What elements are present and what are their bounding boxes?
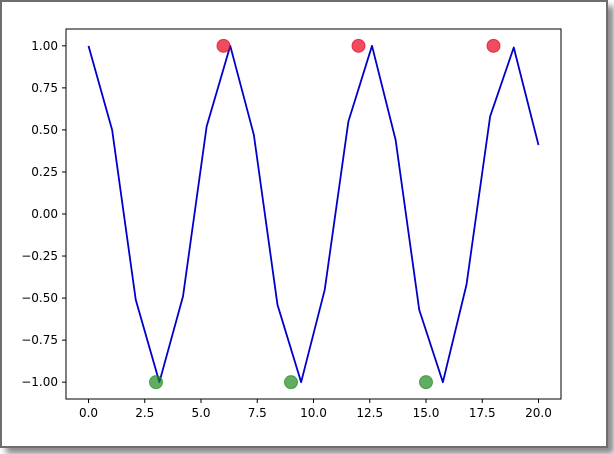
y-axis: −1.00 −0.75 −0.50 −0.25 0.00 0.25 0.50 0.75 1.00 xyxy=(21,39,66,389)
y-tick-label: −0.25 xyxy=(21,249,58,263)
series-layer xyxy=(87,38,540,390)
y-tick-label: −1.00 xyxy=(21,375,58,389)
plot-frame xyxy=(65,28,562,400)
x-tick-label: 15.0 xyxy=(413,406,440,420)
x-tick-label: 2.5 xyxy=(135,406,154,420)
x-axis: 0.0 2.5 5.0 7.5 10.0 12.5 15.0 17.5 20.0 xyxy=(79,399,552,420)
peak-marker xyxy=(351,38,366,53)
peak-marker xyxy=(216,38,231,53)
y-tick-label: 0.25 xyxy=(31,165,58,179)
series-line xyxy=(87,44,540,384)
peak-marker xyxy=(486,38,501,53)
x-tick-label: 10.0 xyxy=(300,406,327,420)
y-tick-label: 0.00 xyxy=(31,207,58,221)
y-tick-label: −0.75 xyxy=(21,333,58,347)
x-tick-label: 20.0 xyxy=(525,406,552,420)
x-tick-label: 12.5 xyxy=(356,406,383,420)
y-tick-label: 0.75 xyxy=(31,81,58,95)
y-tick-label: 0.50 xyxy=(31,123,58,137)
y-tick-label: −0.50 xyxy=(21,291,58,305)
trough-marker xyxy=(284,375,298,390)
trough-marker xyxy=(419,375,433,390)
plot-area xyxy=(66,29,561,399)
x-tick-label: 0.0 xyxy=(79,406,98,420)
y-tick-label: 1.00 xyxy=(31,39,58,53)
x-tick-label: 7.5 xyxy=(248,406,267,420)
trough-marker xyxy=(149,375,163,390)
x-tick-label: 5.0 xyxy=(191,406,210,420)
x-tick-label: 17.5 xyxy=(469,406,496,420)
